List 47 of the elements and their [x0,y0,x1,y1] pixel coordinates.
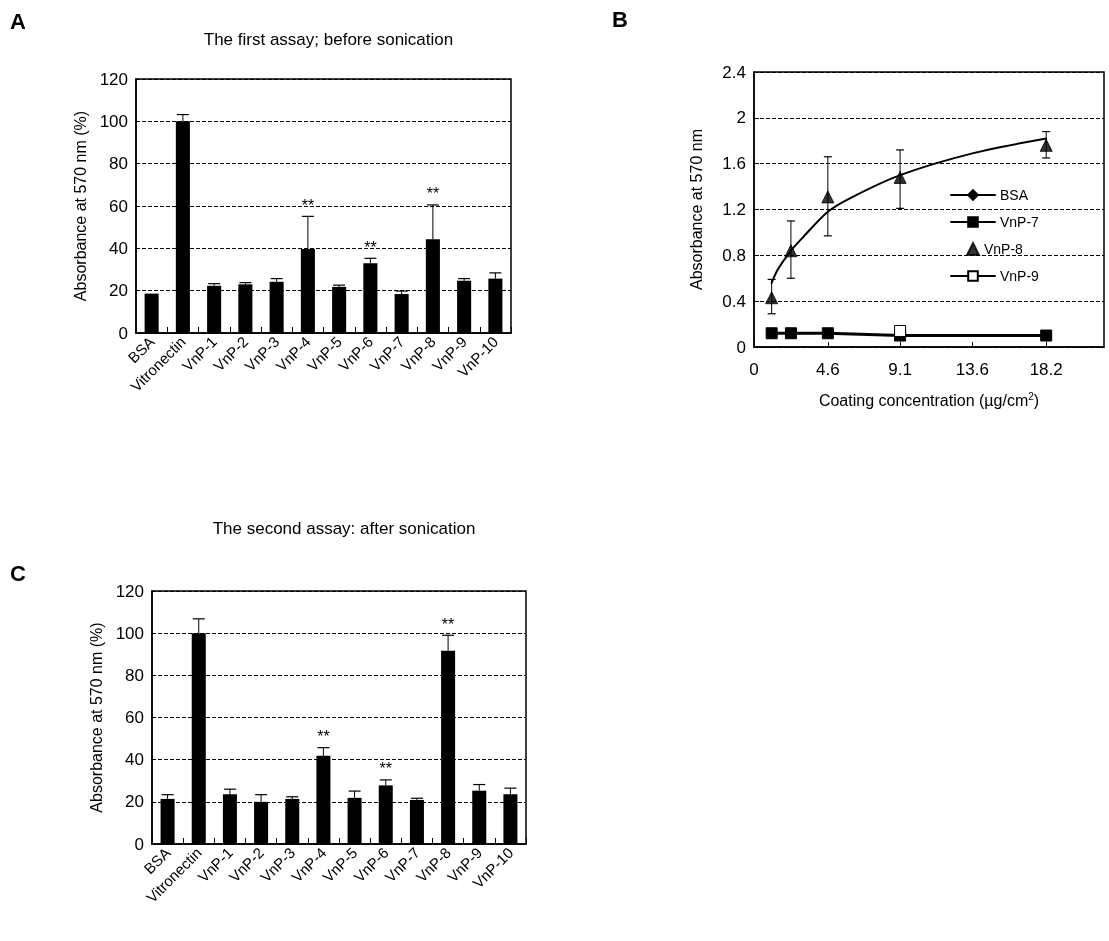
y-tick-label: 100 [99,111,128,131]
chart-title: The second assay: after sonication [212,519,476,538]
y-tick-label: 2 [736,108,746,128]
legend-label: VnP-8 [984,241,1024,257]
y-axis-title: Absorbance at 570 nm (%) [88,622,106,813]
y-tick-label: 80 [125,665,144,685]
y-axis-title: Absorbance at 570 nm (%) [72,110,90,302]
text: A [10,8,26,34]
text: C [10,560,26,586]
y-tick-label: 40 [125,750,144,770]
y-tick-label: 120 [99,69,128,89]
y-tick-label: 60 [125,708,144,727]
x-tick-label: 4.6 [816,360,840,379]
x-tick-label: 9.1 [888,360,912,379]
annotation: ** [379,760,392,778]
text: B [612,6,628,32]
y-tick-label: 20 [109,281,128,301]
point [784,327,797,340]
x-tick-label: 18.2 [1029,360,1063,379]
y-axis-title: Absorbance at 570 nm [687,129,705,290]
y-tick-label: 80 [109,154,128,174]
legend-label: VnP-7 [1000,214,1040,230]
y-tick-label: 0.8 [722,245,746,265]
point [1039,138,1053,152]
y-tick-label: 2.4 [722,62,746,82]
y-tick-label: 1.2 [722,200,746,219]
y-tick-label: 1.6 [722,154,746,174]
chart-title: The first assay; before sonication [203,30,454,49]
annotation: ** [301,196,315,214]
y-tick-label: 40 [109,238,128,258]
annotation: ** [317,728,330,746]
legend-label: BSA [1000,187,1029,203]
y-tick-label: 120 [115,581,144,601]
point [894,324,907,337]
point [765,327,778,340]
y-tick-label: 20 [125,792,144,812]
x-tick-label: 0 [749,360,759,379]
legend-label: VnP-9 [1000,268,1040,284]
annotation: ** [364,238,377,256]
annotation: ** [426,185,440,203]
point [1040,329,1053,342]
y-tick-label: 0.4 [722,291,746,311]
annotation: ** [441,615,455,633]
point [821,327,834,340]
x-tick-label: 13.6 [955,360,989,379]
y-tick-label: 100 [115,623,144,643]
y-tick-label: 60 [109,196,128,216]
